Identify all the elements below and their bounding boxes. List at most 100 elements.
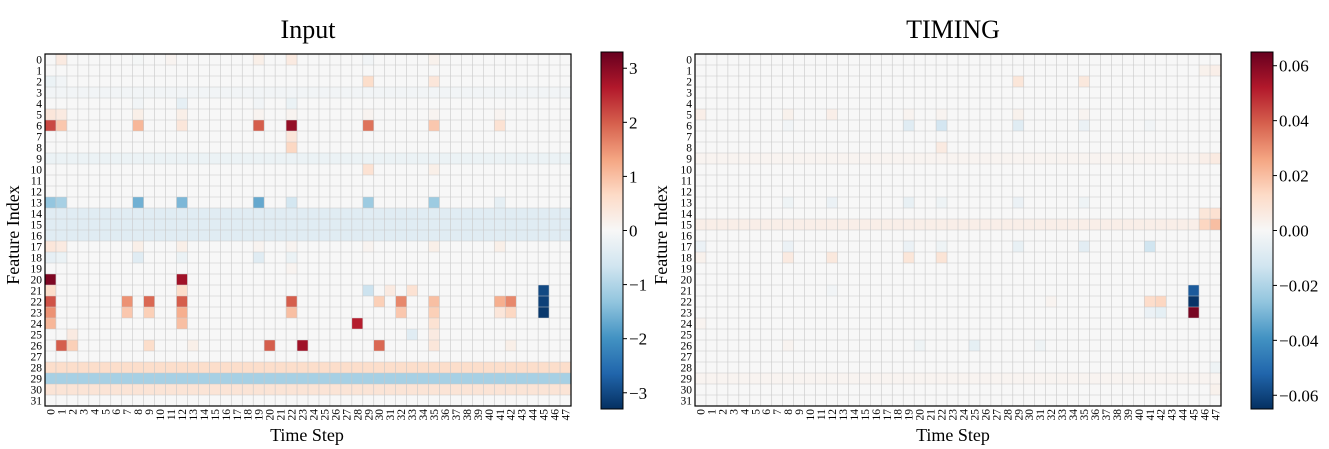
heatmap-cell [494, 120, 506, 132]
heatmap-cell [176, 76, 188, 88]
heatmap-cell [760, 98, 773, 110]
heatmap-cell [903, 87, 915, 99]
heatmap-cell [1133, 373, 1145, 385]
heatmap-cell [406, 241, 418, 253]
heatmap-cell [220, 197, 232, 209]
heatmap-cell [771, 263, 784, 275]
heatmap-cell [395, 395, 408, 407]
heatmap-cell [538, 307, 550, 319]
heatmap-cell [220, 109, 232, 121]
heatmap-cell [1100, 175, 1112, 187]
heatmap-cell [373, 230, 386, 242]
heatmap-cell [1089, 164, 1101, 176]
heatmap-cell [209, 54, 221, 66]
heatmap-cell [815, 54, 827, 66]
heatmap-cell [165, 131, 177, 143]
heatmap-cell [903, 263, 915, 275]
heatmap-cell [815, 274, 827, 286]
heatmap-cell [1078, 65, 1090, 77]
heatmap-cell [1056, 109, 1068, 121]
heatmap-cell [527, 384, 539, 396]
heatmap-cell [1111, 263, 1123, 275]
heatmap-cell [749, 65, 762, 77]
heatmap-cell [749, 87, 762, 99]
heatmap-cell [1177, 87, 1189, 99]
heatmap-cell [231, 318, 243, 330]
heatmap-cell [220, 230, 232, 242]
heatmap-cell [351, 318, 364, 330]
heatmap-cell [936, 197, 948, 209]
heatmap-cell [428, 164, 440, 176]
heatmap-cell [1056, 263, 1068, 275]
heatmap-cell [716, 109, 729, 121]
heatmap-cell [1144, 373, 1156, 385]
heatmap-cell [1012, 76, 1025, 88]
heatmap-cell [1012, 340, 1025, 352]
heatmap-cell [132, 274, 145, 286]
heatmap-cell [760, 307, 773, 319]
heatmap-cell [165, 340, 177, 352]
heatmap-cell [373, 54, 386, 66]
heatmap-cell [318, 373, 331, 385]
heatmap-cell [837, 384, 849, 396]
heatmap-cell [428, 153, 440, 165]
heatmap-cell [373, 329, 386, 341]
heatmap-cell [318, 318, 331, 330]
heatmap-cell [892, 131, 904, 143]
heatmap-cell [88, 263, 101, 275]
heatmap-cell [705, 120, 718, 132]
heatmap-cell [1100, 384, 1112, 396]
heatmap-cell [516, 153, 528, 165]
heatmap-cell [1089, 296, 1101, 308]
y-tick-label: 4 [36, 99, 42, 111]
y-tick-label: 8 [36, 143, 42, 155]
heatmap-cell [1045, 230, 1058, 242]
heatmap-cell [527, 153, 539, 165]
heatmap-cell [749, 274, 762, 286]
heatmap-cell [979, 142, 992, 154]
heatmap-cell [253, 340, 265, 352]
heatmap-cell [275, 329, 287, 341]
heatmap-cell [749, 263, 762, 275]
heatmap-cell [242, 153, 254, 165]
heatmap-cell [870, 219, 882, 231]
heatmap-cell [1078, 263, 1090, 275]
x-tick-label: 29 [1013, 409, 1025, 421]
heatmap-cell [110, 197, 123, 209]
heatmap-cell [914, 54, 926, 66]
heatmap-cell [848, 263, 860, 275]
heatmap-cell [716, 384, 729, 396]
heatmap-cell [275, 186, 287, 198]
heatmap-cell [340, 285, 353, 297]
heatmap-cell [362, 186, 375, 198]
heatmap-cell [55, 230, 68, 242]
heatmap-cell [1056, 252, 1068, 264]
heatmap-cell [1078, 351, 1090, 363]
heatmap-cell [782, 285, 795, 297]
x-tick-label: 33 [407, 409, 419, 421]
heatmap-cell [1078, 208, 1090, 220]
heatmap-cell [472, 87, 484, 99]
heatmap-cell [914, 395, 926, 407]
heatmap-cell [727, 340, 740, 352]
heatmap-cell [198, 362, 210, 374]
heatmap-cell [231, 219, 243, 231]
heatmap-cell [505, 153, 517, 165]
heatmap-cell [406, 384, 418, 396]
heatmap-cell [1067, 285, 1079, 297]
heatmap-cell [264, 120, 276, 132]
heatmap-cell [329, 384, 342, 396]
heatmap-cell [351, 395, 364, 407]
heatmap-cell [209, 164, 221, 176]
heatmap-cell [881, 395, 893, 407]
heatmap-cell [1100, 329, 1112, 341]
heatmap-cell [1188, 362, 1200, 374]
heatmap-cell [286, 98, 298, 110]
heatmap-cell [782, 153, 795, 165]
heatmap-cell [450, 76, 462, 88]
heatmap-cell [979, 54, 992, 66]
heatmap-cell [870, 263, 882, 275]
heatmap-cell [1100, 98, 1112, 110]
heatmap-cell [516, 142, 528, 154]
heatmap-cell [132, 351, 145, 363]
